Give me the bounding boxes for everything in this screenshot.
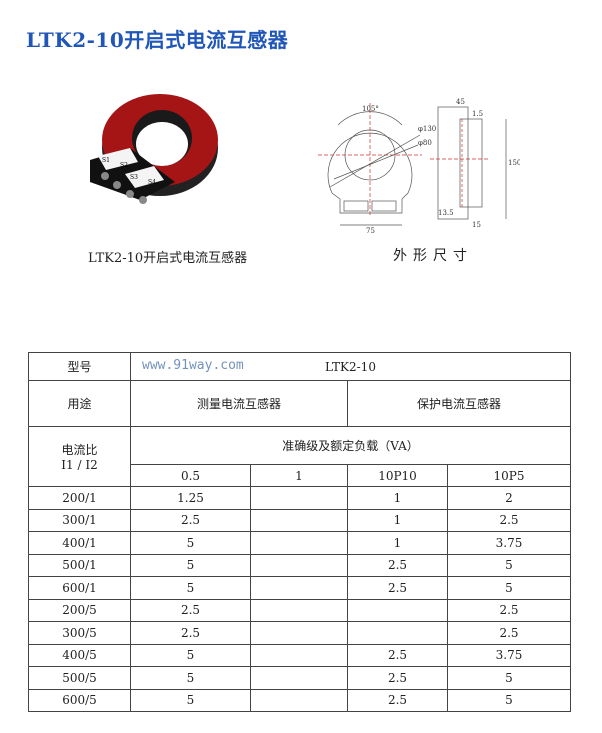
load-cell: 5 [130,688,251,712]
page-title: LTK2-10开启式电流互感器 [26,28,289,52]
product-photo: S1 S2 S3 S4 [90,94,218,204]
ratio-cell: 300/1 [28,508,131,532]
spec-table: 型号 LTK2-10 用途 测量电流互感器 保护电流互感器 电流比 I1 / I… [28,352,571,712]
load-cell: 1.25 [130,486,251,510]
load-cell [347,598,448,622]
ratio-cell: 200/5 [28,598,131,622]
load-cell: 2.5 [447,621,571,645]
load-cell: 5 [130,553,251,577]
load-cell: 5 [130,666,251,690]
dimension-drawing: 105° φ130 φ80 75 45 1.5 150 13.5 15 [318,98,520,235]
load-cell [250,666,348,690]
dim-depth: 45 [456,98,465,106]
class-header: 10P10 [347,464,448,487]
load-cell: 5 [447,553,571,577]
load-cell: 3.75 [447,531,571,555]
class-header: 10P5 [447,464,571,487]
use-protect: 保护电流互感器 [347,380,571,427]
ratio-label: 电流比 [61,443,98,457]
photo-caption: LTK2-10开启式电流互感器 [88,251,248,266]
use-measure: 测量电流互感器 [130,380,348,427]
load-cell: 5 [447,576,571,600]
load-cell: 2.5 [447,598,571,622]
table-row: 400/1 5 1 3.75 [28,531,571,555]
load-cell [250,553,348,577]
dim-inner-diameter: φ80 [418,139,432,147]
class-header: 0.5 [130,464,251,487]
load-cell [250,576,348,600]
terminal-label: S3 [130,174,138,181]
load-cell: 2.5 [447,508,571,532]
model-label: 型号 [28,352,131,381]
ratio-label-cell: 电流比 I1 / I2 [28,426,131,487]
load-cell: 2 [447,486,571,510]
load-cell: 2.5 [347,688,448,712]
table-row: 600/1 5 2.5 5 [28,576,571,600]
load-cell: 5 [447,666,571,690]
model-value: LTK2-10 [130,352,571,381]
load-cell: 1 [347,531,448,555]
watermark: www.91way.com [142,358,244,373]
dim-width: 75 [366,227,375,235]
load-cell: 2.5 [130,598,251,622]
table-row: 300/1 2.5 1 2.5 [28,508,571,532]
load-cell [250,688,348,712]
ratio-cell: 600/5 [28,688,131,712]
dim-base: 13.5 [438,209,454,217]
dim-outer-diameter: φ130 [418,125,436,133]
terminal-label: S4 [148,179,156,186]
ratio-cell: 200/1 [28,486,131,510]
ratio-cell: 400/5 [28,643,131,667]
class-header: 1 [250,464,348,487]
load-cell [250,486,348,510]
load-cell: 2.5 [130,621,251,645]
table-row: 300/5 2.5 2.5 [28,621,571,645]
load-cell: 2.5 [347,553,448,577]
table-row: 200/1 1.25 1 2 [28,486,571,510]
load-cell [250,531,348,555]
load-cell: 2.5 [347,643,448,667]
load-cell [250,508,348,532]
dim-height: 150 [508,159,520,167]
load-cell: 1 [347,486,448,510]
ratio-cell: 600/1 [28,576,131,600]
dim-gap: 1.5 [472,110,483,118]
ratio-cell: 400/1 [28,531,131,555]
load-cell [250,643,348,667]
load-cell [347,621,448,645]
table-row: 500/1 5 2.5 5 [28,553,571,577]
table-row: 500/5 5 2.5 5 [28,666,571,690]
load-cell [250,598,348,622]
load-cell: 2.5 [347,576,448,600]
terminal-label: S1 [102,157,110,164]
terminal-label: S2 [120,162,128,169]
load-cell: 1 [347,508,448,532]
use-label: 用途 [28,380,131,427]
load-cell: 3.75 [447,643,571,667]
table-row: 600/5 5 2.5 5 [28,688,571,712]
load-cell: 5 [447,688,571,712]
table-row: 400/5 5 2.5 3.75 [28,643,571,667]
ratio-sub-label: I1 / I2 [61,458,98,472]
load-cell: 5 [130,643,251,667]
dim-angle: 105° [362,105,379,113]
dim-foot: 15 [472,221,481,229]
load-cell: 2.5 [347,666,448,690]
accuracy-label: 准确级及额定负载（VA） [130,426,571,465]
table-row: 200/5 2.5 2.5 [28,598,571,622]
ratio-cell: 500/1 [28,553,131,577]
ratio-cell: 500/5 [28,666,131,690]
load-cell: 5 [130,531,251,555]
ratio-cell: 300/5 [28,621,131,645]
load-cell: 2.5 [130,508,251,532]
load-cell: 5 [130,576,251,600]
load-cell [250,621,348,645]
drawing-caption: 外形尺寸 [393,248,473,264]
